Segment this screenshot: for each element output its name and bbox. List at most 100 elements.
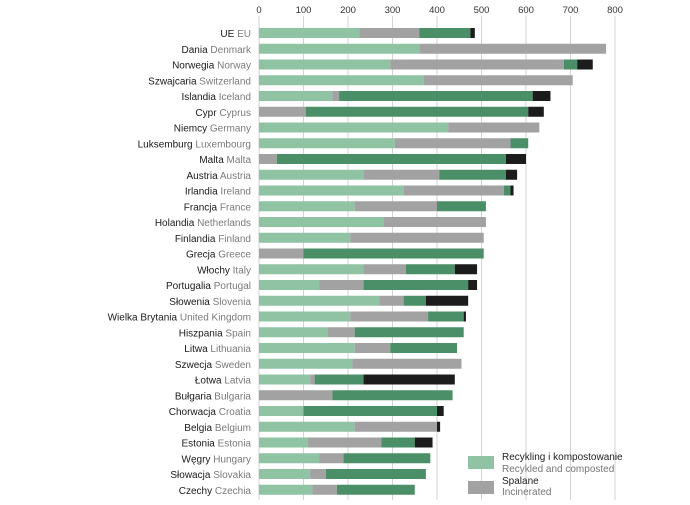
bar-segment-s0 <box>259 311 351 322</box>
category-label: Grecja Greece <box>186 250 251 261</box>
category-label-pl: Łotwa <box>195 376 224 387</box>
bar-segment-s1 <box>419 43 607 54</box>
category-label-pl: Islandia <box>182 92 219 103</box>
bar-segment-s2 <box>428 311 464 322</box>
category-label-en: Netherlands <box>197 218 251 229</box>
category-label: Wielka Brytania United Kingdom <box>108 313 251 324</box>
category-label: Holandia Netherlands <box>155 218 251 229</box>
bar-segment-s1 <box>310 374 315 385</box>
x-tick-label: 200 <box>340 5 356 16</box>
category-label: Słowacja Slovakia <box>170 470 251 481</box>
category-label-pl: Grecja <box>186 250 218 261</box>
category-label-pl: Czechy <box>179 486 215 497</box>
bar-segment-s2 <box>325 469 426 479</box>
bar-segment-s0 <box>259 75 424 86</box>
category-label-pl: Litwa <box>184 344 210 355</box>
bar-segment-s0 <box>259 28 360 38</box>
bar-segment-s0 <box>259 327 328 338</box>
bar-segment-s0 <box>259 469 311 479</box>
category-label: Litwa Lithuania <box>184 344 251 355</box>
bar-segment-s0 <box>259 453 320 464</box>
bar-segment-s1 <box>403 185 504 196</box>
category-label: Islandia Iceland <box>182 92 252 103</box>
category-label-en: Hungary <box>213 454 251 465</box>
bar-segment-s0 <box>259 437 308 448</box>
bar-segment-s1 <box>354 201 437 212</box>
x-tick-label: 0 <box>256 5 261 16</box>
category-label-en: Spain <box>225 328 251 339</box>
category-label-en: Norway <box>217 61 251 72</box>
bar-segment-s3 <box>470 28 475 38</box>
legend-label-incinerated-en: Incinerated <box>502 487 552 498</box>
bar-segment-s2 <box>510 138 529 149</box>
category-label: Dania Denmark <box>182 45 252 56</box>
category-label-pl: Szwecja <box>175 360 215 371</box>
category-label-pl: Włochy <box>197 265 233 276</box>
bar-segment-s3 <box>454 264 478 275</box>
bar-segment-s2 <box>303 406 437 416</box>
bar-segment-s2 <box>381 437 415 448</box>
category-label: Estonia Estonia <box>182 439 252 450</box>
category-label-pl: Belgia <box>184 423 215 434</box>
x-tick-label: 500 <box>474 5 490 16</box>
bar-segment-s3 <box>468 280 478 290</box>
category-label-en: Sweden <box>215 360 251 371</box>
bar-segment-s3 <box>363 374 455 385</box>
category-label-pl: Luksemburg <box>138 139 196 150</box>
category-label-pl: Holandia <box>155 218 197 229</box>
category-label-en: Ireland <box>220 187 251 198</box>
bar-segment-s1 <box>423 75 573 86</box>
bar-segment-s2 <box>437 201 486 212</box>
category-label-pl: UE <box>220 29 237 40</box>
category-label: Norwegia Norway <box>172 61 251 72</box>
bar-segment-s1 <box>307 437 382 448</box>
bar-segment-s0 <box>259 169 364 180</box>
bar-segment-s0 <box>259 59 391 70</box>
category-label-en: Belgium <box>215 423 251 434</box>
bar-segment-s0 <box>259 421 355 432</box>
bar-segment-s3 <box>528 106 544 117</box>
legend-swatch-incinerated <box>468 481 494 494</box>
bar-segment-s2 <box>419 28 471 38</box>
category-label-en: Latvia <box>224 376 251 387</box>
bar-segment-s1 <box>259 154 277 164</box>
category-label: Portugalia Portugal <box>166 281 251 292</box>
category-label-pl: Finlandia <box>175 234 218 245</box>
bar-segment-s2 <box>503 185 511 196</box>
bar-segment-s2 <box>336 484 415 495</box>
bar-segment-s3 <box>414 437 433 448</box>
bar-segment-s2 <box>405 264 455 275</box>
x-tick-label: 300 <box>385 5 401 16</box>
category-label: Niemcy Germany <box>174 124 251 135</box>
category-label-en: United Kingdom <box>180 313 251 324</box>
bar-segment-s0 <box>259 280 320 290</box>
category-label-pl: Portugalia <box>166 281 214 292</box>
category-label-en: Italy <box>233 265 251 276</box>
category-label-en: Germany <box>210 124 251 135</box>
bar-segment-s3 <box>437 421 441 432</box>
category-label-pl: Bułgaria <box>175 391 214 402</box>
bar-segment-s1 <box>319 280 364 290</box>
category-label: Chorwacja Croatia <box>169 407 252 418</box>
category-label: Cypr Cyprus <box>195 108 251 119</box>
bar-segment-s1 <box>363 169 440 180</box>
bar-segment-s1 <box>327 327 355 338</box>
category-label-en: Luxembourg <box>195 139 251 150</box>
bar-segment-s2 <box>390 343 458 353</box>
category-label: Malta Malta <box>199 155 251 166</box>
bar-segment-s2 <box>343 453 431 464</box>
bar-segment-s2 <box>339 91 533 101</box>
category-label-en: Switzerland <box>199 76 251 87</box>
bar-segment-s1 <box>354 421 437 432</box>
bar-segment-s0 <box>259 264 364 275</box>
bar-segment-s0 <box>259 91 333 101</box>
category-label: Belgia Belgium <box>184 423 251 434</box>
category-label: Irlandia Ireland <box>185 187 251 198</box>
category-label-pl: Chorwacja <box>169 407 219 418</box>
category-label-pl: Niemcy <box>174 124 210 135</box>
x-tick-label: 400 <box>429 5 445 16</box>
x-tick-label: 600 <box>518 5 534 16</box>
bar-segment-s1 <box>350 232 484 243</box>
bar-segment-s3 <box>463 311 466 322</box>
bar-segment-s2 <box>314 374 364 385</box>
